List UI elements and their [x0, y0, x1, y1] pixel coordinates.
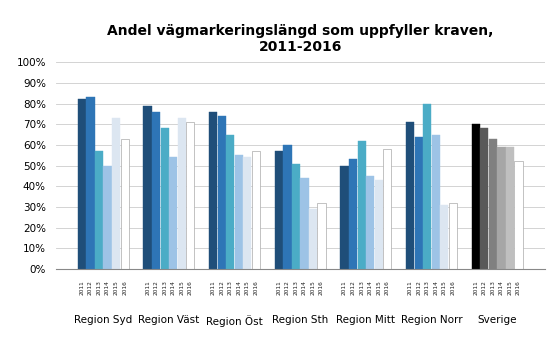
Bar	[152, 112, 160, 269]
Bar	[169, 157, 177, 269]
Text: 2013: 2013	[490, 280, 495, 295]
Bar	[292, 164, 300, 269]
Bar	[177, 118, 186, 269]
Bar	[514, 161, 523, 269]
Text: 2011: 2011	[473, 280, 478, 295]
Text: 2012: 2012	[351, 280, 356, 295]
Text: 2011: 2011	[145, 280, 150, 295]
Text: 2016: 2016	[516, 280, 521, 295]
Bar	[284, 145, 291, 269]
Bar	[143, 106, 152, 269]
Text: Region Öst: Region Öst	[206, 315, 263, 327]
Text: 2014: 2014	[368, 280, 373, 295]
Bar	[95, 151, 103, 269]
Text: 2013: 2013	[97, 280, 102, 295]
Title: Andel vägmarkeringslängd som uppfyller kraven,
2011-2016: Andel vägmarkeringslängd som uppfyller k…	[107, 24, 493, 54]
Bar	[498, 147, 505, 269]
Bar	[480, 128, 489, 269]
Text: Region Väst: Region Väst	[138, 315, 200, 325]
Bar	[358, 141, 366, 269]
Bar	[309, 209, 317, 269]
Text: 2012: 2012	[482, 280, 487, 295]
Bar	[383, 149, 391, 269]
Text: 2012: 2012	[285, 280, 290, 295]
Bar	[423, 104, 431, 269]
Text: Region Norr: Region Norr	[401, 315, 463, 325]
Text: 2014: 2014	[433, 280, 438, 295]
Text: 2012: 2012	[88, 280, 93, 295]
Text: 2011: 2011	[342, 280, 347, 295]
Text: 2015: 2015	[245, 280, 250, 295]
Text: 2013: 2013	[294, 280, 299, 295]
Text: 2016: 2016	[122, 280, 127, 295]
Text: 2015: 2015	[508, 280, 513, 295]
Text: 2016: 2016	[254, 280, 259, 295]
Text: 2014: 2014	[302, 280, 307, 295]
Bar	[121, 139, 128, 269]
Text: 2016: 2016	[450, 280, 455, 295]
Text: 2015: 2015	[179, 280, 184, 295]
Bar	[489, 139, 497, 269]
Text: 2013: 2013	[228, 280, 233, 295]
Bar	[349, 159, 357, 269]
Bar	[506, 147, 514, 269]
Text: 2011: 2011	[211, 280, 216, 295]
Text: 2012: 2012	[416, 280, 421, 295]
Text: 2012: 2012	[153, 280, 158, 295]
Text: 2013: 2013	[359, 280, 364, 295]
Text: 2013: 2013	[162, 280, 167, 295]
Text: Region Sth: Region Sth	[272, 315, 329, 325]
Text: Sverige: Sverige	[478, 315, 517, 325]
Bar	[406, 122, 414, 269]
Text: 2014: 2014	[236, 280, 241, 295]
Bar	[86, 97, 95, 269]
Bar	[449, 203, 457, 269]
Bar	[209, 112, 217, 269]
Bar	[226, 135, 235, 269]
Text: Region Syd: Region Syd	[74, 315, 132, 325]
Text: 2014: 2014	[105, 280, 110, 295]
Text: 2015: 2015	[442, 280, 447, 295]
Bar	[366, 176, 374, 269]
Bar	[112, 118, 120, 269]
Bar	[440, 205, 449, 269]
Bar	[235, 155, 243, 269]
Text: 2015: 2015	[311, 280, 316, 295]
Text: 2013: 2013	[425, 280, 430, 295]
Bar	[375, 180, 383, 269]
Bar	[472, 124, 480, 269]
Bar	[103, 166, 112, 269]
Bar	[415, 137, 423, 269]
Text: 2015: 2015	[376, 280, 381, 295]
Text: 2016: 2016	[319, 280, 324, 295]
Bar	[186, 122, 195, 269]
Bar	[431, 135, 440, 269]
Text: 2016: 2016	[188, 280, 193, 295]
Text: 2015: 2015	[113, 280, 118, 295]
Bar	[300, 178, 309, 269]
Bar	[161, 128, 169, 269]
Text: 2011: 2011	[408, 280, 413, 295]
Text: 2011: 2011	[80, 280, 85, 295]
Bar	[252, 151, 260, 269]
Bar	[275, 151, 283, 269]
Bar	[340, 166, 349, 269]
Text: 2016: 2016	[385, 280, 390, 295]
Bar	[78, 99, 86, 269]
Bar	[244, 157, 251, 269]
Bar	[317, 203, 326, 269]
Bar	[218, 116, 226, 269]
Text: 2014: 2014	[499, 280, 504, 295]
Text: 2011: 2011	[276, 280, 281, 295]
Text: 2014: 2014	[171, 280, 176, 295]
Text: 2012: 2012	[219, 280, 224, 295]
Text: Region Mitt: Region Mitt	[336, 315, 395, 325]
